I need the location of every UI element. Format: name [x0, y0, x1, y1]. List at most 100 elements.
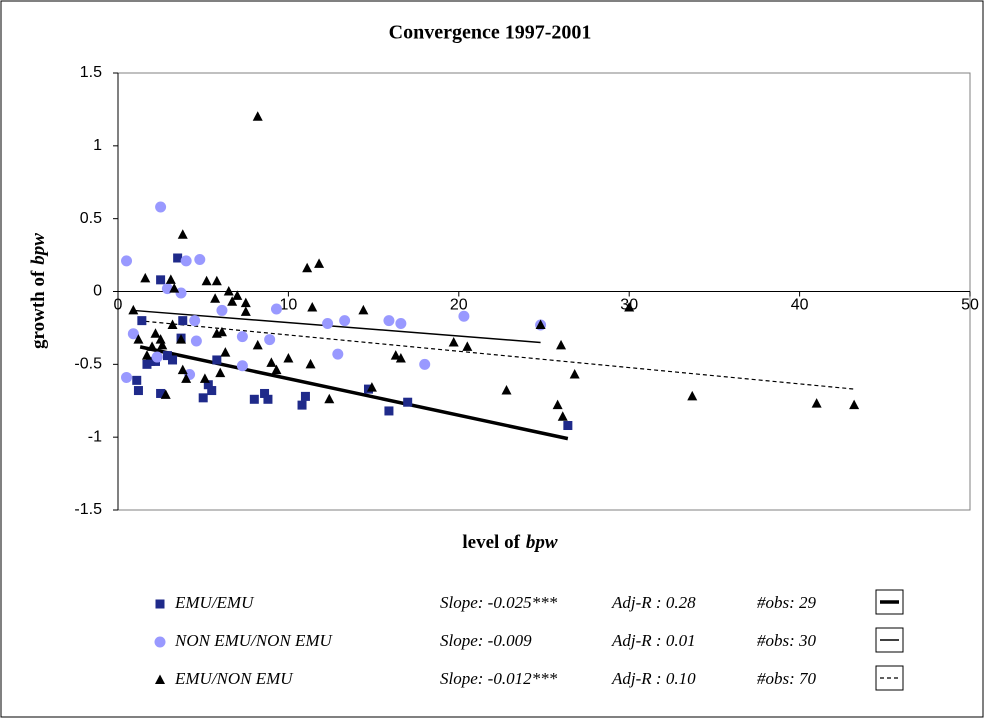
point — [128, 304, 139, 315]
point — [849, 399, 860, 410]
point — [216, 304, 228, 316]
point — [302, 262, 313, 273]
point — [458, 310, 470, 322]
legend-marker — [155, 599, 165, 609]
point — [535, 319, 546, 330]
point — [556, 339, 567, 350]
point — [140, 272, 151, 283]
point — [232, 290, 243, 300]
y-tick-label: 1 — [93, 137, 102, 154]
legend-slope: Slope: -0.009 — [440, 631, 532, 650]
point — [395, 318, 407, 330]
point — [207, 386, 217, 396]
point — [133, 386, 143, 396]
y-tick-label: 0.5 — [80, 210, 102, 227]
point — [167, 319, 178, 330]
point — [297, 400, 307, 410]
point — [252, 111, 263, 121]
point — [156, 275, 166, 285]
point — [383, 315, 395, 327]
point — [147, 341, 158, 351]
point — [157, 339, 168, 350]
point — [252, 339, 263, 350]
x-tick-label: 10 — [280, 297, 298, 314]
point — [448, 336, 459, 347]
point — [332, 348, 344, 360]
point — [127, 328, 139, 340]
point — [137, 316, 147, 326]
point — [240, 297, 251, 308]
point — [384, 406, 394, 416]
point — [155, 334, 166, 344]
point — [270, 303, 282, 315]
point — [322, 318, 334, 330]
point — [236, 331, 248, 343]
y-tick-label: -1.5 — [74, 501, 102, 518]
point — [168, 355, 178, 365]
point — [201, 275, 212, 286]
legend-label: NON EMU/NON EMU — [174, 631, 334, 650]
point — [557, 411, 568, 421]
point — [181, 373, 192, 383]
point — [339, 315, 351, 327]
point — [165, 274, 176, 284]
trend-line — [133, 309, 541, 344]
point — [121, 255, 133, 267]
point — [211, 275, 222, 286]
point — [141, 350, 152, 360]
point — [403, 397, 413, 407]
point — [198, 393, 208, 403]
y-tick-label: -0.5 — [74, 356, 102, 373]
point — [177, 364, 188, 375]
point — [169, 283, 180, 293]
point — [563, 421, 573, 431]
x-tick-label: 50 — [961, 297, 979, 314]
point — [215, 367, 226, 378]
y-axis-title-text: growth of — [28, 270, 49, 349]
point — [266, 357, 277, 367]
point — [178, 316, 188, 326]
point — [305, 358, 316, 369]
legend-label: EMU/EMU — [174, 593, 255, 612]
point — [462, 341, 473, 351]
legend-obs: #obs: 29 — [757, 593, 817, 612]
point — [419, 358, 431, 370]
point — [366, 382, 377, 392]
trend-line — [139, 345, 569, 441]
point — [300, 391, 310, 401]
point — [501, 385, 512, 395]
point — [569, 369, 580, 379]
point — [175, 287, 187, 299]
legend-slope: Slope: -0.025*** — [440, 593, 558, 612]
point — [216, 326, 227, 337]
point — [173, 253, 183, 263]
y-axis-title-var: bpw — [28, 233, 49, 265]
y-axis-title: growth of bpw — [28, 233, 49, 349]
point — [155, 201, 167, 213]
point — [189, 315, 201, 327]
point — [199, 373, 210, 383]
point — [260, 388, 270, 398]
point — [121, 371, 133, 383]
point — [162, 351, 172, 361]
point — [180, 255, 192, 267]
point — [212, 355, 222, 365]
point — [132, 375, 142, 385]
point — [227, 296, 238, 306]
point — [203, 380, 213, 390]
point — [624, 302, 635, 312]
legend-label: EMU/NON EMU — [174, 669, 294, 688]
point — [156, 388, 166, 398]
point — [358, 304, 369, 315]
trend-line — [138, 320, 855, 390]
point — [390, 350, 401, 360]
legend-marker — [155, 674, 165, 684]
point — [552, 399, 563, 410]
legend-adj-r: Adj-R : 0.10 — [611, 669, 696, 688]
point — [240, 306, 251, 316]
point — [264, 334, 276, 346]
point — [314, 258, 325, 268]
legend-adj-r: Adj-R : 0.01 — [611, 631, 696, 650]
legend-obs: #obs: 70 — [757, 669, 817, 688]
y-tick-label: 0 — [93, 283, 102, 300]
